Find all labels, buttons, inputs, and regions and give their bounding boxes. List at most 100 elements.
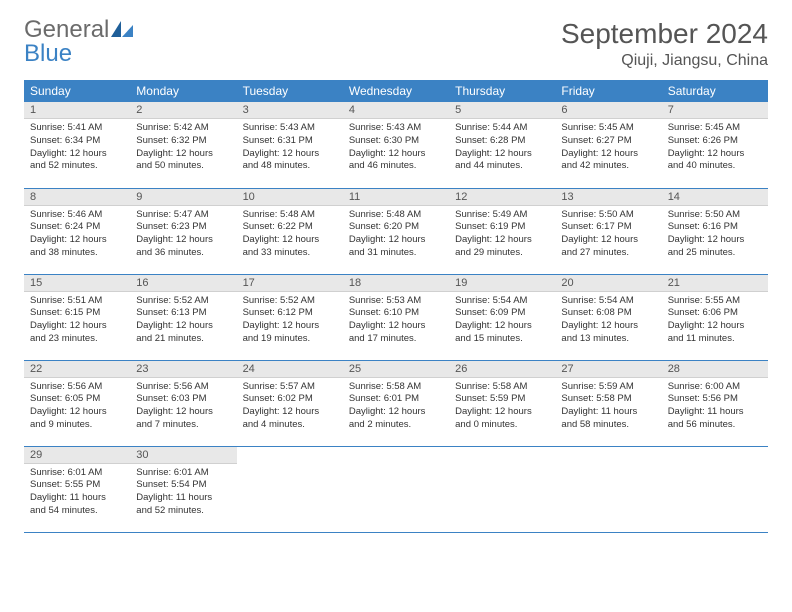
day-d2: and 21 minutes.	[136, 333, 230, 346]
day-detail: Sunrise: 5:51 AMSunset: 6:15 PMDaylight:…	[24, 292, 130, 350]
day-detail: Sunrise: 6:01 AMSunset: 5:55 PMDaylight:…	[24, 464, 130, 522]
day-detail: Sunrise: 5:58 AMSunset: 6:01 PMDaylight:…	[343, 378, 449, 436]
day-d2: and 19 minutes.	[243, 333, 337, 346]
calendar-cell: 12Sunrise: 5:49 AMSunset: 6:19 PMDayligh…	[449, 188, 555, 274]
weekday-header: Thursday	[449, 80, 555, 102]
day-d1: Daylight: 12 hours	[455, 234, 549, 247]
day-detail: Sunrise: 5:53 AMSunset: 6:10 PMDaylight:…	[343, 292, 449, 350]
day-ss: Sunset: 6:28 PM	[455, 135, 549, 148]
day-ss: Sunset: 6:05 PM	[30, 393, 124, 406]
weekday-header: Tuesday	[237, 80, 343, 102]
day-d2: and 27 minutes.	[561, 247, 655, 260]
day-detail: Sunrise: 5:59 AMSunset: 5:58 PMDaylight:…	[555, 378, 661, 436]
day-number: 18	[343, 275, 449, 292]
weekday-header: Monday	[130, 80, 236, 102]
day-number: 23	[130, 361, 236, 378]
day-d1: Daylight: 12 hours	[668, 320, 762, 333]
day-detail: Sunrise: 5:48 AMSunset: 6:22 PMDaylight:…	[237, 206, 343, 264]
day-d1: Daylight: 12 hours	[668, 148, 762, 161]
calendar-cell: 14Sunrise: 5:50 AMSunset: 6:16 PMDayligh…	[662, 188, 768, 274]
calendar-cell: 5Sunrise: 5:44 AMSunset: 6:28 PMDaylight…	[449, 102, 555, 188]
day-sr: Sunrise: 5:49 AM	[455, 209, 549, 222]
calendar-cell: 15Sunrise: 5:51 AMSunset: 6:15 PMDayligh…	[24, 274, 130, 360]
day-sr: Sunrise: 5:58 AM	[349, 381, 443, 394]
calendar-cell: 18Sunrise: 5:53 AMSunset: 6:10 PMDayligh…	[343, 274, 449, 360]
calendar-cell: 16Sunrise: 5:52 AMSunset: 6:13 PMDayligh…	[130, 274, 236, 360]
day-sr: Sunrise: 5:52 AM	[136, 295, 230, 308]
day-number: 7	[662, 102, 768, 119]
calendar-cell	[343, 446, 449, 532]
day-detail: Sunrise: 5:44 AMSunset: 6:28 PMDaylight:…	[449, 119, 555, 177]
calendar-cell: 1Sunrise: 5:41 AMSunset: 6:34 PMDaylight…	[24, 102, 130, 188]
day-ss: Sunset: 6:22 PM	[243, 221, 337, 234]
day-detail: Sunrise: 5:56 AMSunset: 6:03 PMDaylight:…	[130, 378, 236, 436]
day-number: 27	[555, 361, 661, 378]
logo-text: General Blue	[24, 18, 133, 66]
day-d2: and 54 minutes.	[30, 505, 124, 518]
day-d1: Daylight: 12 hours	[136, 320, 230, 333]
calendar-cell: 21Sunrise: 5:55 AMSunset: 6:06 PMDayligh…	[662, 274, 768, 360]
calendar-cell: 7Sunrise: 5:45 AMSunset: 6:26 PMDaylight…	[662, 102, 768, 188]
day-ss: Sunset: 6:19 PM	[455, 221, 549, 234]
day-detail: Sunrise: 5:50 AMSunset: 6:16 PMDaylight:…	[662, 206, 768, 264]
day-sr: Sunrise: 6:01 AM	[136, 467, 230, 480]
day-detail: Sunrise: 5:41 AMSunset: 6:34 PMDaylight:…	[24, 119, 130, 177]
day-d2: and 11 minutes.	[668, 333, 762, 346]
day-ss: Sunset: 6:16 PM	[668, 221, 762, 234]
day-sr: Sunrise: 5:50 AM	[668, 209, 762, 222]
calendar-cell: 27Sunrise: 5:59 AMSunset: 5:58 PMDayligh…	[555, 360, 661, 446]
day-sr: Sunrise: 6:01 AM	[30, 467, 124, 480]
day-d2: and 52 minutes.	[136, 505, 230, 518]
day-detail: Sunrise: 5:52 AMSunset: 6:13 PMDaylight:…	[130, 292, 236, 350]
day-ss: Sunset: 6:01 PM	[349, 393, 443, 406]
weekday-header: Wednesday	[343, 80, 449, 102]
day-sr: Sunrise: 5:43 AM	[243, 122, 337, 135]
day-number: 10	[237, 189, 343, 206]
day-ss: Sunset: 6:17 PM	[561, 221, 655, 234]
day-d1: Daylight: 12 hours	[30, 148, 124, 161]
day-detail: Sunrise: 5:57 AMSunset: 6:02 PMDaylight:…	[237, 378, 343, 436]
day-number: 1	[24, 102, 130, 119]
calendar-cell: 20Sunrise: 5:54 AMSunset: 6:08 PMDayligh…	[555, 274, 661, 360]
day-ss: Sunset: 6:30 PM	[349, 135, 443, 148]
day-d2: and 23 minutes.	[30, 333, 124, 346]
day-d1: Daylight: 11 hours	[30, 492, 124, 505]
day-sr: Sunrise: 5:56 AM	[30, 381, 124, 394]
day-detail: Sunrise: 5:50 AMSunset: 6:17 PMDaylight:…	[555, 206, 661, 264]
day-ss: Sunset: 6:26 PM	[668, 135, 762, 148]
calendar-cell: 25Sunrise: 5:58 AMSunset: 6:01 PMDayligh…	[343, 360, 449, 446]
day-d1: Daylight: 12 hours	[349, 148, 443, 161]
day-sr: Sunrise: 5:51 AM	[30, 295, 124, 308]
calendar-cell: 19Sunrise: 5:54 AMSunset: 6:09 PMDayligh…	[449, 274, 555, 360]
day-ss: Sunset: 6:20 PM	[349, 221, 443, 234]
day-d1: Daylight: 12 hours	[243, 406, 337, 419]
calendar-week-row: 1Sunrise: 5:41 AMSunset: 6:34 PMDaylight…	[24, 102, 768, 188]
day-number: 24	[237, 361, 343, 378]
day-sr: Sunrise: 5:41 AM	[30, 122, 124, 135]
day-ss: Sunset: 6:32 PM	[136, 135, 230, 148]
day-detail: Sunrise: 5:56 AMSunset: 6:05 PMDaylight:…	[24, 378, 130, 436]
day-ss: Sunset: 6:31 PM	[243, 135, 337, 148]
calendar-cell: 24Sunrise: 5:57 AMSunset: 6:02 PMDayligh…	[237, 360, 343, 446]
day-d2: and 58 minutes.	[561, 419, 655, 432]
day-number: 28	[662, 361, 768, 378]
day-d2: and 38 minutes.	[30, 247, 124, 260]
day-detail: Sunrise: 5:54 AMSunset: 6:08 PMDaylight:…	[555, 292, 661, 350]
logo-word1: General	[24, 16, 109, 43]
day-d1: Daylight: 12 hours	[136, 406, 230, 419]
day-d2: and 56 minutes.	[668, 419, 762, 432]
day-sr: Sunrise: 5:58 AM	[455, 381, 549, 394]
day-d2: and 36 minutes.	[136, 247, 230, 260]
day-number: 2	[130, 102, 236, 119]
day-number: 3	[237, 102, 343, 119]
day-number: 5	[449, 102, 555, 119]
calendar-cell: 11Sunrise: 5:48 AMSunset: 6:20 PMDayligh…	[343, 188, 449, 274]
calendar-body: 1Sunrise: 5:41 AMSunset: 6:34 PMDaylight…	[24, 102, 768, 532]
day-d1: Daylight: 12 hours	[136, 234, 230, 247]
day-detail: Sunrise: 5:47 AMSunset: 6:23 PMDaylight:…	[130, 206, 236, 264]
day-ss: Sunset: 6:02 PM	[243, 393, 337, 406]
day-d1: Daylight: 11 hours	[561, 406, 655, 419]
day-number: 17	[237, 275, 343, 292]
header: General Blue September 2024 Qiuji, Jiang…	[24, 18, 768, 70]
day-d1: Daylight: 12 hours	[455, 148, 549, 161]
